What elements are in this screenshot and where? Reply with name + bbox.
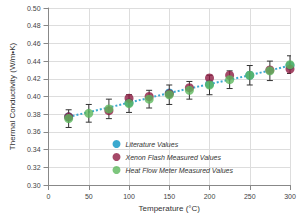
svg-text:Temperature (°C): Temperature (°C) bbox=[139, 204, 201, 213]
svg-text:0.40: 0.40 bbox=[27, 93, 41, 100]
svg-text:0.50: 0.50 bbox=[27, 5, 41, 12]
svg-text:150: 150 bbox=[163, 193, 175, 200]
svg-text:200: 200 bbox=[204, 193, 216, 200]
svg-text:0.48: 0.48 bbox=[27, 22, 41, 29]
svg-text:0.36: 0.36 bbox=[27, 128, 41, 135]
svg-text:Literature Values: Literature Values bbox=[125, 141, 178, 148]
svg-text:0.46: 0.46 bbox=[27, 40, 41, 47]
svg-text:Xenon Flash Measured Values: Xenon Flash Measured Values bbox=[124, 154, 221, 161]
svg-text:250: 250 bbox=[244, 193, 256, 200]
svg-text:0.38: 0.38 bbox=[27, 111, 41, 118]
svg-text:0.30: 0.30 bbox=[27, 182, 41, 189]
svg-text:0: 0 bbox=[47, 193, 51, 200]
svg-text:0.42: 0.42 bbox=[27, 75, 41, 82]
svg-text:100: 100 bbox=[123, 193, 135, 200]
svg-text:50: 50 bbox=[85, 193, 93, 200]
svg-text:0.44: 0.44 bbox=[27, 58, 41, 65]
svg-text:0.34: 0.34 bbox=[27, 146, 41, 153]
svg-text:300: 300 bbox=[284, 193, 296, 200]
svg-text:0.32: 0.32 bbox=[27, 164, 41, 171]
svg-text:Thermal Conductivity (W/m•K): Thermal Conductivity (W/m•K) bbox=[8, 43, 17, 151]
svg-text:Heat Flow Meter Measured Value: Heat Flow Meter Measured Values bbox=[125, 167, 233, 174]
